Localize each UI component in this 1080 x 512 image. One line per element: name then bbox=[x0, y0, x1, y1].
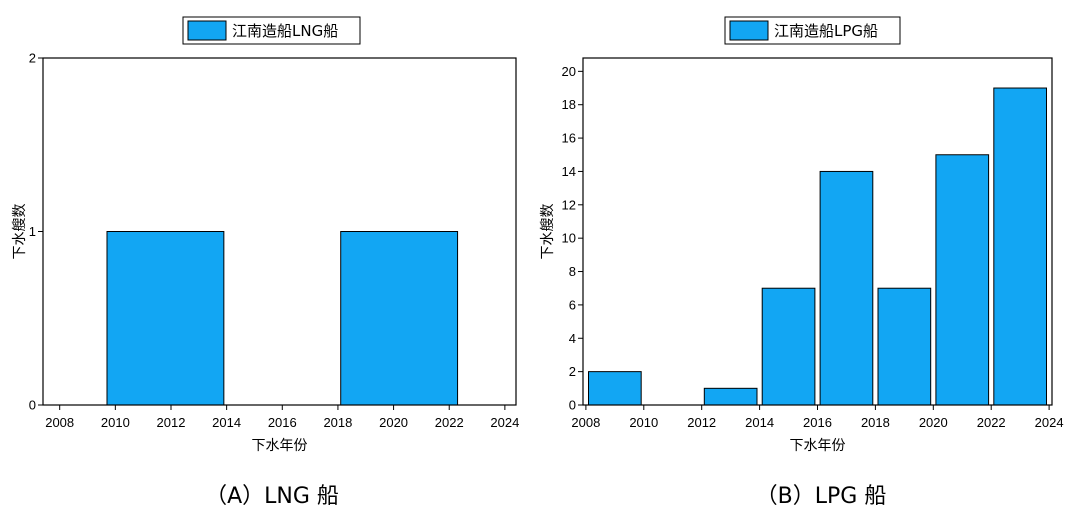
x-tick-label: 2012 bbox=[157, 415, 186, 430]
bar bbox=[588, 371, 642, 406]
x-tick-label: 2018 bbox=[323, 415, 352, 430]
y-tick-label: 2 bbox=[569, 364, 576, 379]
y-tick-label: 2 bbox=[29, 51, 36, 66]
y-tick-label: 10 bbox=[562, 231, 576, 246]
x-tick-label: 2016 bbox=[268, 415, 297, 430]
x-tick-label: 2014 bbox=[745, 415, 774, 430]
x-tick-label: 2010 bbox=[101, 415, 130, 430]
x-axis-label: 下水年份 bbox=[252, 438, 308, 454]
y-tick-label: 6 bbox=[569, 297, 576, 312]
x-tick-label: 2024 bbox=[1035, 415, 1064, 430]
y-axis-label: 下水艘数 bbox=[12, 204, 28, 260]
x-tick-label: 2012 bbox=[687, 415, 716, 430]
y-tick-label: 16 bbox=[562, 131, 576, 146]
y-tick-label: 20 bbox=[562, 64, 576, 79]
bar bbox=[703, 387, 758, 406]
bar bbox=[935, 154, 990, 406]
y-tick-label: 4 bbox=[569, 331, 576, 346]
x-tick-label: 2022 bbox=[977, 415, 1006, 430]
y-tick-label: 0 bbox=[29, 398, 36, 413]
chart-lpg-panel: 2008 2010 2012 2014 2016 2018 2020 2022 20240246… bbox=[540, 16, 1064, 454]
legend: 江南造船LNG船 bbox=[182, 16, 361, 45]
caption-a: （A）LNG 船 bbox=[205, 484, 339, 509]
y-tick-label: 1 bbox=[29, 224, 36, 239]
chart-lng-panel: 2008 2010 2012 2014 2016 2018 2020 2022 2024 0 1 2 下… bbox=[12, 16, 519, 454]
bar bbox=[340, 231, 459, 406]
bar bbox=[819, 170, 874, 406]
y-tick-label: 18 bbox=[562, 97, 576, 112]
x-tick-label: 2020 bbox=[379, 415, 408, 430]
legend-swatch bbox=[187, 20, 227, 41]
bar bbox=[761, 287, 816, 406]
x-tick-label: 2016 bbox=[803, 415, 832, 430]
y-tick-label: 12 bbox=[562, 197, 576, 212]
x-tick-label: 2018 bbox=[861, 415, 890, 430]
x-tick-label: 2024 bbox=[490, 415, 519, 430]
bar bbox=[993, 87, 1047, 406]
caption-b: （B）LPG 船 bbox=[756, 484, 887, 509]
y-axis-label: 下水艘数 bbox=[540, 204, 556, 260]
x-tick-label: 2010 bbox=[629, 415, 658, 430]
bar bbox=[106, 231, 225, 406]
x-tick-label: 2008 bbox=[45, 415, 74, 430]
x-tick-label: 2008 bbox=[571, 415, 600, 430]
y-tick-label: 0 bbox=[569, 398, 576, 413]
x-tick-label: 2022 bbox=[435, 415, 464, 430]
legend-label: 江南造船LNG船 bbox=[232, 22, 338, 40]
y-tick-label: 14 bbox=[562, 164, 576, 179]
legend-label: 江南造船LPG船 bbox=[774, 22, 878, 40]
x-tick-label: 2020 bbox=[919, 415, 948, 430]
bar bbox=[877, 287, 932, 406]
x-tick-label: 2014 bbox=[212, 415, 241, 430]
legend-swatch bbox=[729, 20, 769, 41]
legend: 江南造船LPG船 bbox=[724, 16, 901, 45]
y-tick-label: 8 bbox=[569, 264, 576, 279]
x-axis-label: 下水年份 bbox=[790, 438, 846, 454]
